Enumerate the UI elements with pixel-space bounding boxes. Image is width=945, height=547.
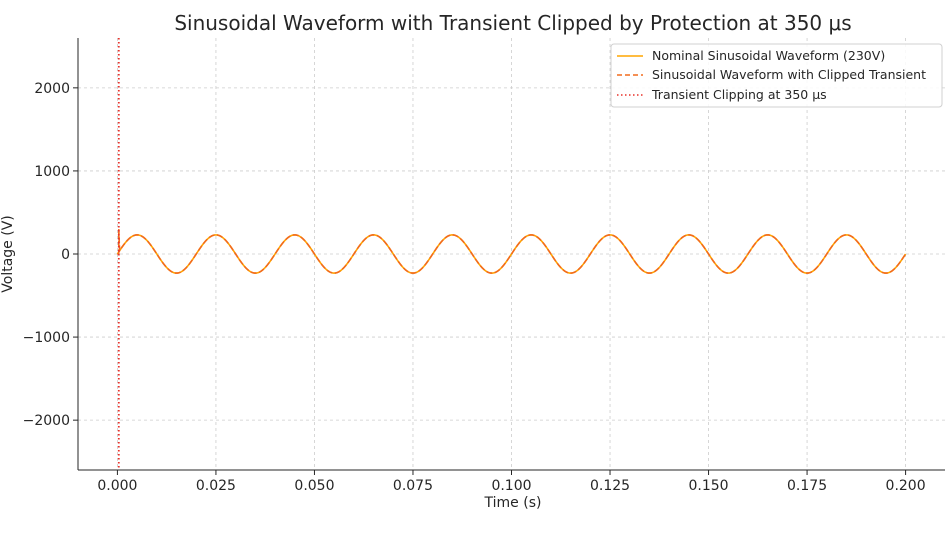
x-tick-label-0: 0.000 [97,478,137,494]
legend-label-clipping: Transient Clipping at 350 μs [651,87,827,102]
x-axis-ticks: 0.000 0.025 0.050 0.075 0.100 0.125 0.150 0.175… [97,470,926,494]
y-tick-label-3: 1000 [34,164,70,180]
y-axis-label: Voltage (V) [0,215,16,292]
x-axis-label: Time (s) [484,495,542,511]
x-tick-label-6: 0.150 [688,478,728,494]
chart-title: Sinusoidal Waveform with Transient Clipp… [174,11,851,35]
legend: Nominal Sinusoidal Waveform (230V) Sinus… [610,43,943,108]
series-line-clipped-transient [117,229,907,274]
y-tick-label-4: 2000 [34,81,70,97]
legend-label-nominal: Nominal Sinusoidal Waveform (230V) [652,48,885,63]
x-tick-label-2: 0.050 [294,478,334,494]
plot-area [116,38,907,470]
x-tick-label-8: 0.200 [886,478,926,494]
legend-box [610,43,943,108]
y-tick-label-1: −1000 [23,330,70,346]
x-tick-label-1: 0.025 [196,478,236,494]
x-tick-label-5: 0.125 [590,478,630,494]
y-axis-ticks: −2000 −1000 0 1000 2000 [23,81,78,429]
y-tick-label-2: 0 [61,247,70,263]
legend-label-clipped: Sinusoidal Waveform with Clipped Transie… [652,67,926,82]
x-tick-label-4: 0.100 [491,478,531,494]
x-tick-label-3: 0.075 [393,478,433,494]
y-tick-label-0: −2000 [23,413,70,429]
x-tick-label-7: 0.175 [787,478,827,494]
